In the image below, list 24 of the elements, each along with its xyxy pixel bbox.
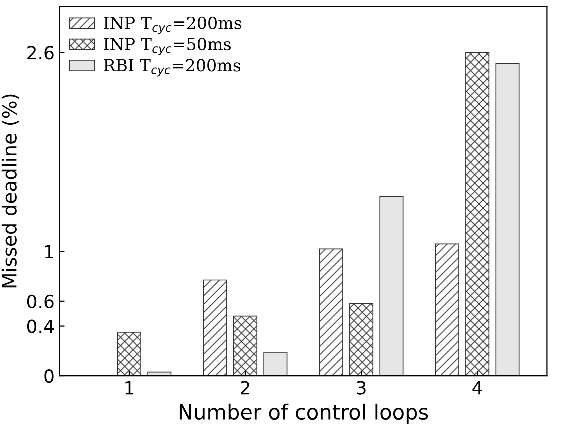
bar	[319, 248, 344, 376]
y-tick-label: 2.6	[28, 46, 54, 60]
bar	[233, 316, 258, 376]
bar	[203, 280, 228, 376]
y-tick-label: 0.6	[27, 294, 54, 309]
bar	[380, 196, 404, 376]
bar	[466, 52, 490, 376]
x-tick-label: 1	[126, 381, 134, 395]
x-axis-title: Number of control loops	[180, 404, 428, 424]
x-tick-label: 2	[241, 381, 250, 395]
y-tick-label: 0	[44, 369, 54, 384]
bar	[350, 303, 374, 376]
bar	[264, 352, 288, 376]
x-tick-label: 3	[357, 381, 366, 395]
legend-label: INP T$_{cyc}$=200ms	[104, 16, 242, 34]
bar	[435, 244, 460, 376]
x-tick-label: 4	[472, 381, 482, 395]
y-tick-label: 0.4	[27, 320, 54, 334]
y-axis-title: Missed deadline (%)	[2, 94, 20, 288]
legend-label: INP T$_{cyc}$=50ms	[104, 38, 231, 56]
bar	[117, 332, 142, 376]
bar	[496, 63, 520, 376]
legend-label: RBI T$_{cyc}$=200ms	[104, 59, 241, 77]
y-tick-label: 1	[45, 245, 54, 259]
